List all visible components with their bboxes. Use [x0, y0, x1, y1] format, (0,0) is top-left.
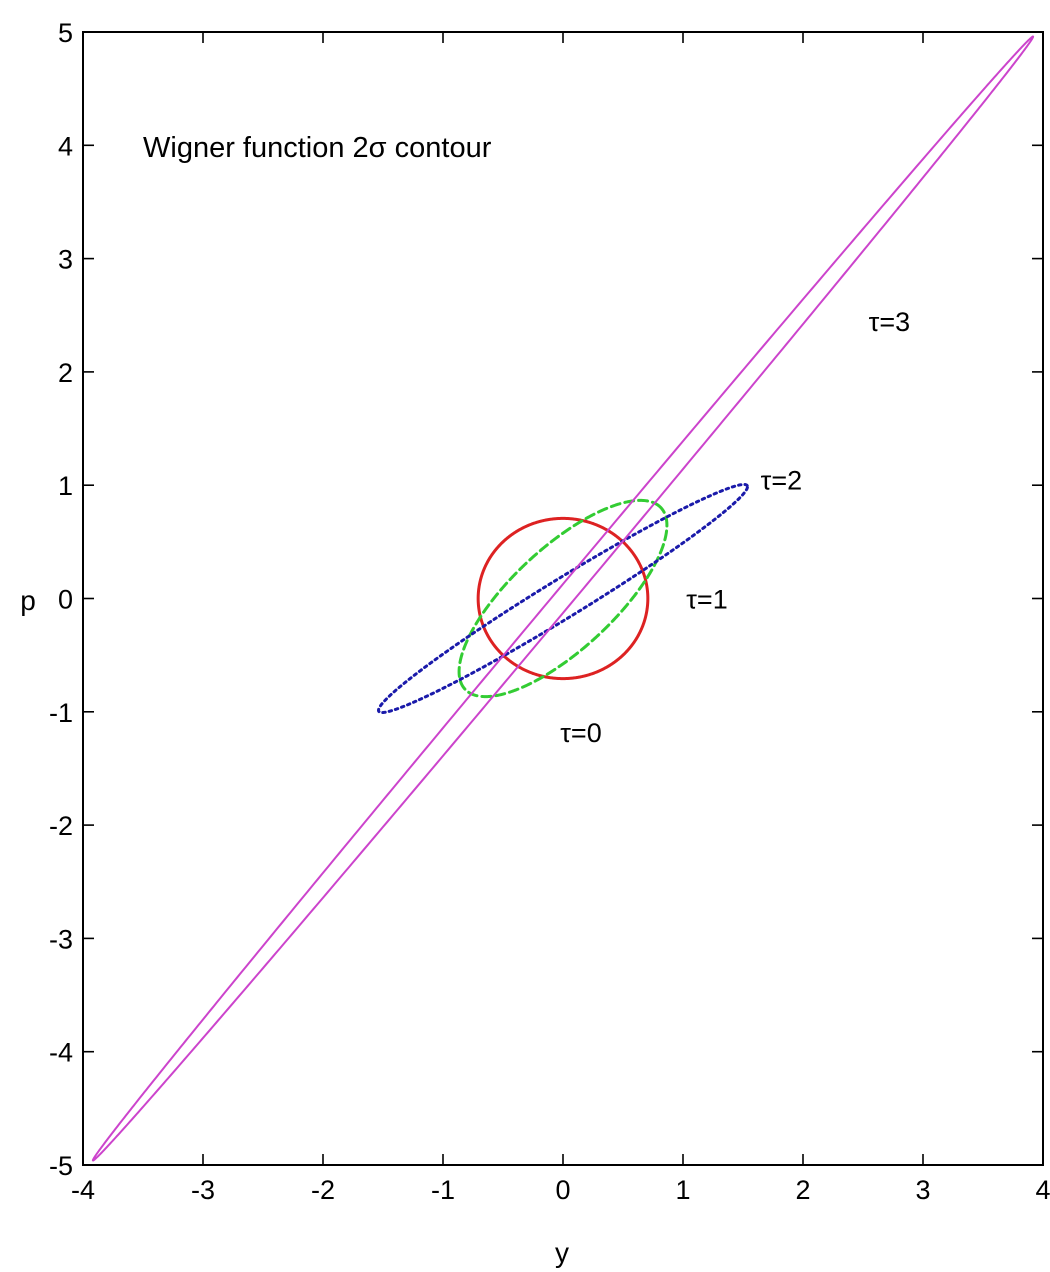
curve-annotations: τ=0 τ=1 τ=2 τ=3 [560, 307, 910, 748]
y-tick-label: -3 [49, 924, 73, 954]
x-tick-label: -2 [311, 1175, 335, 1205]
contour-series-1 [457, 498, 669, 699]
y-tick-label: -1 [49, 698, 73, 728]
chart-title: Wigner function 2σ contour [143, 132, 492, 164]
y-tick-label: 4 [58, 131, 73, 161]
y-tick-label: 2 [58, 358, 73, 388]
y-tick-label: -5 [49, 1151, 73, 1181]
axis-ticks [82, 31, 1044, 1166]
y-tick-label: 1 [58, 471, 73, 501]
y-axis-label: p [20, 585, 36, 616]
y-tick-label: -4 [49, 1038, 73, 1068]
contour-curves [91, 35, 1035, 1162]
annotation-label-3: τ=3 [869, 307, 910, 337]
y-tick-label: 5 [58, 18, 73, 48]
x-tick-label: -3 [191, 1175, 215, 1205]
y-tick-label: 0 [58, 585, 73, 615]
contour-series-2 [377, 482, 749, 715]
x-tick-label: 1 [675, 1175, 690, 1205]
y-tick-label: -2 [49, 811, 73, 841]
y-tick-label: 3 [58, 245, 73, 275]
x-axis-label: y [555, 1237, 569, 1268]
annotation-label-1: τ=1 [686, 585, 727, 615]
annotation-label-0: τ=0 [560, 718, 601, 748]
x-tick-label: -1 [431, 1175, 455, 1205]
x-tick-label: 0 [555, 1175, 570, 1205]
x-tick-label: 2 [795, 1175, 810, 1205]
contour-series-0 [476, 516, 650, 681]
annotation-label-2: τ=2 [761, 466, 802, 496]
x-tick-label: 4 [1035, 1175, 1050, 1205]
x-tick-label: -4 [71, 1175, 95, 1205]
contour-series-3 [91, 35, 1035, 1162]
plot-frame [82, 31, 1044, 1166]
x-tick-label: 3 [915, 1175, 930, 1205]
